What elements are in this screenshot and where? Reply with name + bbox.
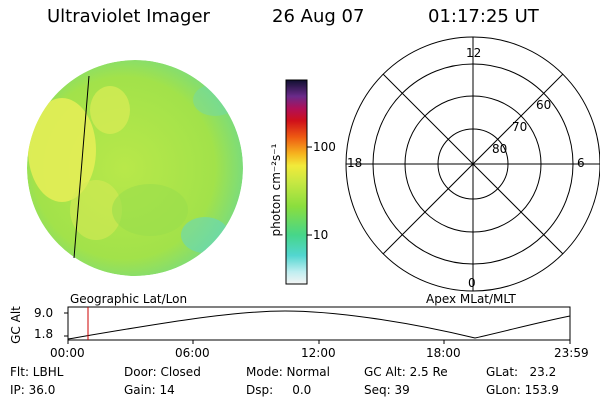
polar-ring-80: 80: [492, 142, 508, 156]
status-filter: Flt: LBHL: [10, 365, 64, 379]
instrument-title: Ultraviolet Imager: [47, 6, 210, 27]
alt-xtick-0: 00:00: [50, 346, 85, 360]
alt-x-ticks: [64, 312, 571, 344]
status-gc-alt: GC Alt: 2.5 Re: [364, 365, 448, 379]
polar-label-right: 6: [577, 156, 585, 170]
colorbar: [285, 79, 308, 285]
polar-ring-60: 60: [536, 98, 552, 112]
polar-label-top: 12: [466, 46, 482, 60]
status-glat: GLat: 23.2: [486, 365, 557, 379]
caption-geographic: Geographic Lat/Lon: [70, 292, 188, 306]
alt-xtick-3: 18:00: [426, 346, 461, 360]
alt-xtick-1: 06:00: [175, 346, 210, 360]
orbit-track-line: [73, 75, 90, 259]
alt-ytick-low: 1.8: [34, 327, 54, 341]
uv-image: [27, 60, 243, 276]
alt-ytick-high: 9.0: [34, 306, 54, 320]
alt-xtick-2: 12:00: [301, 346, 336, 360]
polar-grid: [345, 36, 600, 292]
caption-apex: Apex MLat/MLT: [426, 292, 516, 306]
colorbar-unit-label: photon cm⁻²s⁻¹: [269, 143, 283, 237]
status-dsp: Dsp: 0.0: [246, 383, 312, 397]
colorbar-tick-10: 10: [313, 228, 329, 242]
polar-label-bottom: 0: [468, 276, 476, 290]
status-glon: GLon: 153.9: [486, 383, 559, 397]
status-gain: Gain: 14: [124, 383, 175, 397]
status-ip: IP: 36.0: [10, 383, 56, 397]
alt-xtick-4: 23:59: [554, 346, 589, 360]
polar-ring-70: 70: [512, 120, 528, 134]
status-seq: Seq: 39: [364, 383, 410, 397]
polar-label-left: 18: [347, 156, 363, 170]
status-mode: Mode: Normal: [246, 365, 330, 379]
colorbar-tick-100: 100: [313, 140, 336, 154]
status-door: Door: Closed: [124, 365, 201, 379]
time-label: 01:17:25 UT: [428, 6, 539, 27]
altitude-curve: [67, 310, 571, 340]
alt-plot-ylabel: GC Alt: [9, 306, 23, 344]
date-label: 26 Aug 07: [272, 6, 365, 27]
